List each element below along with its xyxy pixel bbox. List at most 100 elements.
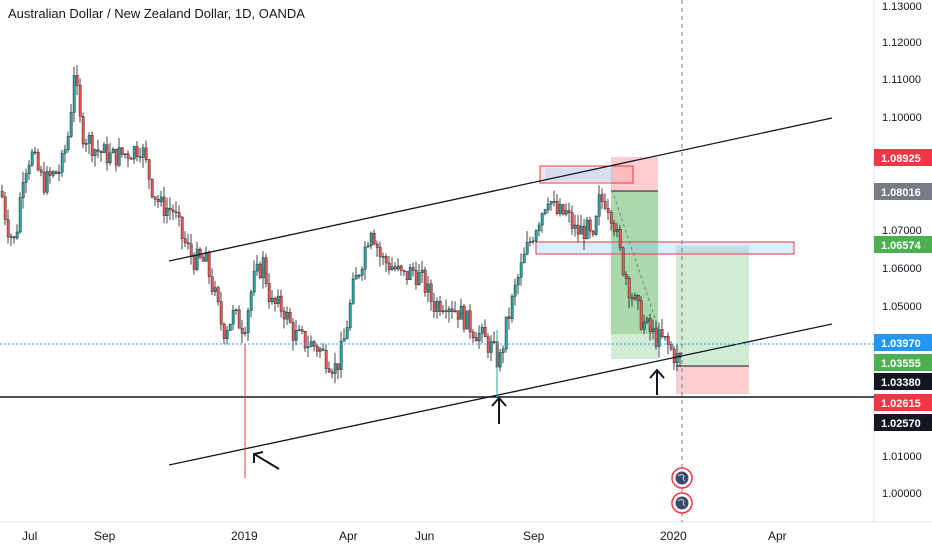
price-tag-bg [874,394,932,411]
price-tag-label: 1.03555 [881,358,921,370]
candle [201,256,205,262]
y-tick-labels: 1.13000 1.12000 1.11000 1.10000 1.07000 … [882,1,922,500]
candle [198,248,202,258]
candle [441,310,445,312]
candle [30,151,34,166]
candle [534,230,538,242]
candle [498,352,502,368]
price-tag-label: 1.02615 [881,398,921,410]
candle [291,322,295,341]
candle [66,136,70,150]
candle [579,225,583,235]
candle [174,211,178,214]
channel-lower-line[interactable] [168,323,833,466]
candle [72,75,76,113]
candle [375,243,379,248]
trendlines[interactable] [0,0,874,522]
candle [15,231,19,239]
price-tags: 1.08925 1.08016 1.06574 1.03970 1.03555 … [874,149,932,431]
candle [372,232,376,245]
candle [216,287,220,302]
candle [618,228,622,249]
candle [81,116,85,145]
diagonal-dashed-line[interactable] [611,189,660,331]
candles-layer[interactable] [0,64,682,384]
candle [282,311,286,320]
candle [501,348,505,353]
candle [414,270,418,285]
candle [603,201,607,209]
candle [75,75,79,86]
candle [519,262,523,278]
candle [402,270,406,272]
arrow-icon[interactable] [253,451,280,470]
candle [147,159,151,180]
candle [171,209,175,213]
candle [126,153,130,159]
annotation-arrows[interactable] [253,368,665,470]
support-box[interactable] [535,241,795,255]
candle [669,344,673,350]
candle [339,340,343,370]
x-tick-label: 2019 [231,529,258,543]
candle [261,257,265,279]
long-stop-zone[interactable] [676,366,749,394]
price-axis[interactable] [874,0,932,550]
event-markers[interactable] [671,467,693,514]
resistance-box[interactable] [539,165,634,184]
x-tick-label: Apr [768,529,787,543]
candle [567,210,571,214]
candle [633,294,637,300]
candle [609,212,613,224]
candle [78,85,82,117]
short-stop-zone[interactable] [611,157,658,191]
channel-upper-line[interactable] [168,117,833,262]
candle [93,149,97,156]
candle [255,263,259,272]
candle [672,348,676,364]
long-target-zone[interactable] [676,246,749,366]
candle [594,216,598,235]
candle [258,263,262,279]
candle [213,287,217,292]
candle [234,309,238,311]
candle [483,327,487,338]
candle [48,171,52,176]
y-tick-label: 1.00000 [882,488,922,500]
candle [252,270,256,293]
candle [432,301,436,312]
y-tick-label: 1.05000 [882,301,922,313]
candle [144,147,148,160]
price-tag-label: 1.08925 [881,153,921,165]
y-tick-label: 1.07000 [882,225,922,237]
candle [177,212,181,218]
arrow-icon[interactable] [649,368,665,395]
candle [480,327,484,334]
candle [423,269,427,293]
candle [162,196,166,216]
globe-icon[interactable] [671,492,693,514]
candle [435,300,439,312]
candle [90,135,94,156]
candle [285,312,289,320]
candle [156,199,160,203]
candle [84,143,88,145]
x-tick-label: Sep [94,529,116,543]
candle [675,353,679,364]
candle [408,267,412,281]
candle [582,225,586,239]
position-zones[interactable] [535,157,795,394]
candle [225,330,229,339]
candle [327,368,331,373]
y-tick-label: 1.06000 [882,263,922,275]
candle [27,164,31,174]
price-tag: 1.02615 [874,394,932,411]
globe-icon[interactable] [671,467,693,489]
price-tag: 1.03970 [874,334,932,351]
candle [129,158,133,160]
arrow-icon[interactable] [491,396,507,424]
y-tick-label: 1.13000 [882,1,922,13]
candle [114,148,118,166]
candle [222,323,226,339]
